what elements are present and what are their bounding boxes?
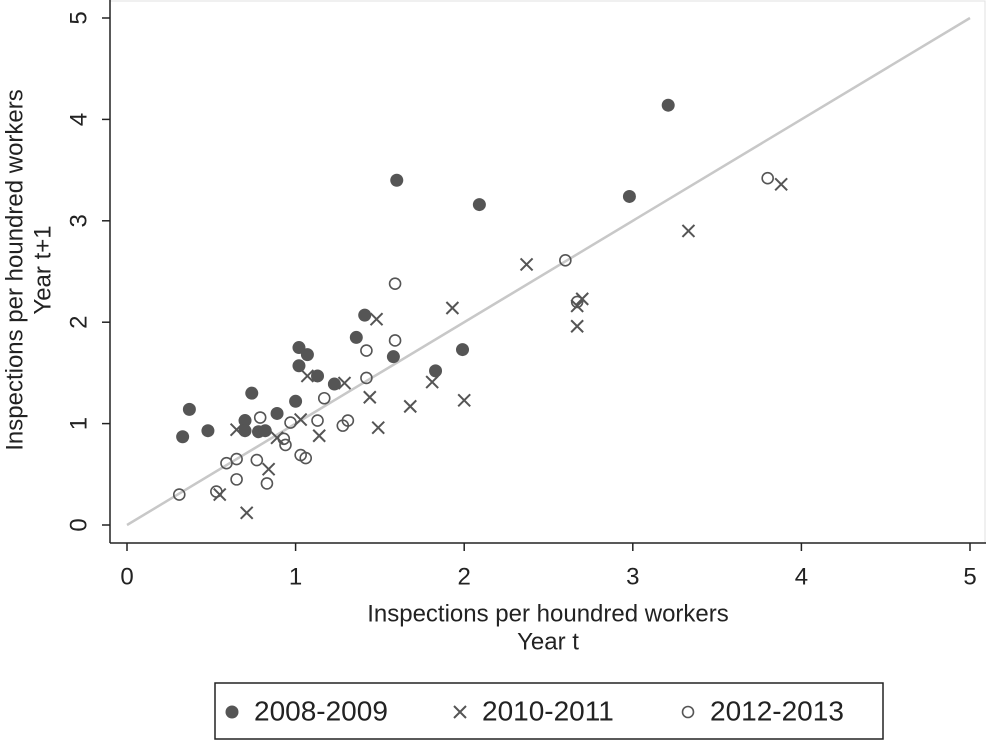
point xyxy=(300,348,314,362)
x-tick-label: 5 xyxy=(963,563,976,590)
y-tick-label: 2 xyxy=(65,316,92,329)
point xyxy=(457,393,471,407)
legend-marker xyxy=(453,705,467,719)
point xyxy=(388,277,402,290)
point xyxy=(349,330,363,344)
legend-label: 2010-2011 xyxy=(482,695,614,726)
point xyxy=(559,254,572,267)
point xyxy=(279,438,292,452)
point xyxy=(371,420,385,435)
y-tick-label: 1 xyxy=(65,417,92,430)
point xyxy=(570,295,584,309)
point xyxy=(337,376,352,390)
point xyxy=(201,424,215,438)
x-tick-label: 4 xyxy=(795,563,808,590)
legend-marker xyxy=(225,705,239,719)
point xyxy=(172,488,186,501)
y-tick-label: 4 xyxy=(65,113,92,126)
point xyxy=(358,308,372,322)
point xyxy=(210,485,223,498)
point xyxy=(317,391,331,405)
point xyxy=(270,406,284,420)
point xyxy=(388,334,402,347)
point xyxy=(261,462,276,476)
point xyxy=(774,177,788,192)
point xyxy=(386,350,400,364)
y-axis-label: Inspections per houndred workers xyxy=(1,89,28,451)
reference-line xyxy=(126,16,971,527)
point xyxy=(390,173,404,187)
point xyxy=(245,386,259,400)
x-tick-label: 2 xyxy=(458,563,471,590)
point xyxy=(311,369,325,383)
point xyxy=(456,343,470,357)
point xyxy=(230,473,243,486)
point xyxy=(182,402,196,416)
point xyxy=(369,312,384,326)
point xyxy=(292,359,306,373)
y-tick-label: 5 xyxy=(65,11,92,24)
legend-label: 2008-2009 xyxy=(254,695,388,726)
point xyxy=(761,171,774,185)
point xyxy=(260,477,274,490)
point xyxy=(403,399,417,414)
point xyxy=(299,451,313,465)
point xyxy=(341,414,355,427)
point xyxy=(311,414,324,427)
legend-marker xyxy=(681,705,695,719)
x-axis-label: Year t xyxy=(517,628,579,655)
point xyxy=(230,452,243,466)
point xyxy=(425,375,439,389)
x-tick-label: 0 xyxy=(120,563,133,590)
point xyxy=(327,377,341,391)
legend xyxy=(214,682,884,740)
x-axis-label: Inspections per houndred workers xyxy=(367,600,729,627)
point xyxy=(429,364,443,378)
point xyxy=(661,98,675,112)
point xyxy=(360,344,373,357)
point xyxy=(519,257,534,272)
x-tick-label: 3 xyxy=(626,563,639,590)
point xyxy=(681,224,696,238)
y-tick-label: 0 xyxy=(65,518,92,531)
y-axis-label: Year t+1 xyxy=(29,225,56,314)
x-tick-label: 1 xyxy=(289,563,302,590)
point xyxy=(229,422,244,437)
point xyxy=(300,369,315,383)
point xyxy=(239,506,254,520)
point xyxy=(250,453,264,467)
point xyxy=(277,432,291,446)
point xyxy=(570,299,584,313)
point xyxy=(622,189,636,203)
point xyxy=(570,319,584,333)
point xyxy=(312,429,326,443)
point xyxy=(284,416,297,429)
point xyxy=(360,371,373,385)
point xyxy=(289,394,303,408)
legend-label: 2012-2013 xyxy=(710,695,844,726)
point xyxy=(253,411,267,424)
point xyxy=(213,487,227,502)
point xyxy=(445,301,460,315)
point xyxy=(363,390,377,404)
point xyxy=(258,424,272,438)
point xyxy=(472,198,486,212)
point xyxy=(176,430,190,444)
y-tick-label: 3 xyxy=(65,214,92,227)
